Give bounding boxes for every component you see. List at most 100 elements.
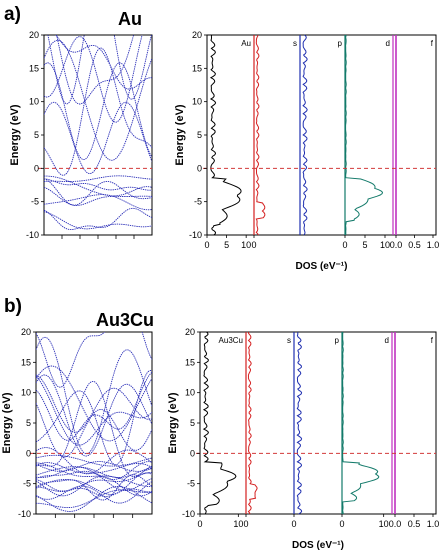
band-line [44,62,152,161]
band-line [44,207,152,231]
dos-plot-frame [199,331,437,515]
x-tick-label: 0.5 [408,519,421,529]
x-tick-label: 5 [362,240,367,250]
band-line [47,35,152,105]
y-tick-label: 15 [192,63,202,73]
x-axis-label: DOS (eV⁻¹) [296,261,348,272]
dos-subpanel-label: f [431,336,434,345]
y-tick-label: -10 [26,230,39,240]
band-line [44,175,152,182]
y-tick-label: -5 [187,479,195,489]
dos-subpanel-label: d [385,336,389,345]
band-curves [44,35,152,231]
band-line [44,211,152,230]
dos-subpanel-label: Au3Cu [219,336,243,345]
dos-subpanel-label: p [338,39,343,48]
x-tick-label: 1.0 [427,519,440,529]
band-line [36,471,152,493]
band-line [44,101,152,175]
x-tick-label: 0.5 [408,240,421,250]
band-line [36,472,152,495]
x-tick-label: 10 [241,240,251,250]
band-line [44,175,152,197]
y-tick-label: -10 [182,509,195,519]
band-line [36,462,152,488]
y-axis-label: Energy (eV) [167,392,179,453]
band-line [44,178,152,191]
dos-subpanel-label: s [287,336,291,345]
x-tick-label: 0 [251,240,256,250]
dos-subpanel-label: p [335,336,340,345]
dos-curve-total [202,331,237,515]
y-tick-label: 20 [29,30,39,40]
dos-subpanel-label: Au [241,39,251,48]
x-tick-label: 0 [197,519,202,529]
dos-curve-total [209,34,242,236]
band-curves [36,332,152,512]
x-tick-label: 0 [291,519,296,529]
y-tick-label: 5 [197,130,202,140]
band-line [44,186,152,206]
y-tick-label: 0 [26,448,31,458]
y-axis-label: Energy (eV) [174,104,186,165]
y-tick-label: 10 [185,388,195,398]
band-line [44,178,152,206]
band-line [36,462,152,474]
x-tick-label: 0 [339,519,344,529]
y-tick-label: -10 [189,230,202,240]
dos-curve-p [296,332,303,515]
panel-b-letter: b) [4,296,22,317]
y-tick-label: 10 [192,97,202,107]
band-line [36,461,152,472]
dos-curve-p [302,34,308,236]
x-tick-label: 0 [342,240,347,250]
x-tick-label: 0 [243,519,248,529]
x-tick-label: 10 [379,519,389,529]
x-tick-label: 1.0 [427,240,440,250]
y-tick-label: 20 [21,327,31,337]
band-line [36,336,152,455]
x-tick-label: 0 [204,240,209,250]
band-line [56,35,135,105]
band-line [36,461,152,480]
x-tick-label: 5 [224,240,229,250]
dos-plot-frame [206,34,437,236]
band-line [36,454,152,467]
au-dos-plot: Au 0 5 10 s 0 p d 0 5 10 f 0.0 0.5 1.0 -10 -5 0 5 10 15 20 Ene… [174,30,439,272]
panel-b-material-label: Au3Cu [96,310,154,330]
y-tick-label: 15 [21,357,31,367]
y-tick-label: 20 [185,327,195,337]
band-line [44,194,152,211]
y-axis-label: Energy (eV) [9,104,21,165]
band-line [44,35,143,123]
x-tick-label: 0.0 [389,519,402,529]
band-line [36,374,152,457]
band-line [36,466,152,478]
y-tick-label: 5 [190,418,195,428]
band-line [36,374,152,433]
y-tick-label: 10 [21,388,31,398]
y-tick-label: 15 [29,63,39,73]
y-tick-label: -5 [23,479,31,489]
band-line [36,489,152,509]
band-line [36,479,152,497]
dos-subpanel-label: d [386,39,390,48]
band-line [36,370,152,466]
band-line [36,486,152,512]
band-line [44,39,152,161]
band-line [36,481,152,504]
dos-curve-d [342,331,380,515]
y-tick-label: 5 [34,130,39,140]
y-tick-label: 15 [185,357,195,367]
dos-curve-s [247,331,258,515]
y-tick-label: -5 [194,197,202,207]
band-plot-frame [43,34,153,236]
dos-curve-d [345,34,384,235]
band-line [55,35,152,90]
y-tick-label: 10 [29,97,39,107]
y-tick-label: 0 [34,163,39,173]
y-tick-label: 5 [26,418,31,428]
band-line [44,47,152,176]
y-tick-label: 20 [192,30,202,40]
